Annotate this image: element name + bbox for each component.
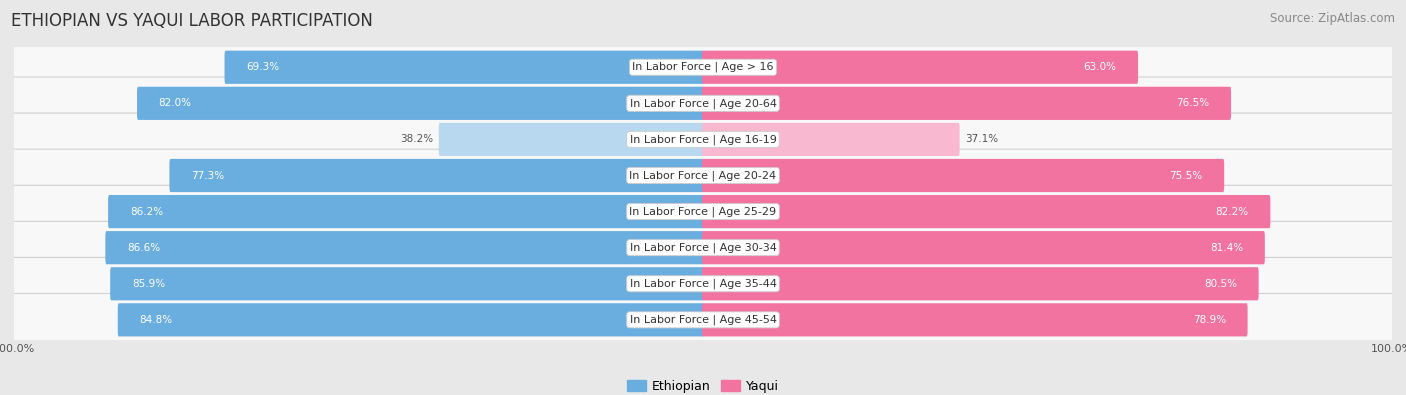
FancyBboxPatch shape <box>702 231 1265 264</box>
FancyBboxPatch shape <box>13 77 1393 130</box>
Text: 63.0%: 63.0% <box>1084 62 1116 72</box>
Text: 86.2%: 86.2% <box>129 207 163 216</box>
Text: In Labor Force | Age 16-19: In Labor Force | Age 16-19 <box>630 134 776 145</box>
FancyBboxPatch shape <box>13 293 1393 346</box>
Text: 78.9%: 78.9% <box>1192 315 1226 325</box>
Text: 86.6%: 86.6% <box>127 243 160 253</box>
Text: 77.3%: 77.3% <box>191 171 224 181</box>
FancyBboxPatch shape <box>702 303 1247 337</box>
Text: 82.2%: 82.2% <box>1216 207 1249 216</box>
FancyBboxPatch shape <box>13 149 1393 202</box>
Text: In Labor Force | Age 45-54: In Labor Force | Age 45-54 <box>630 314 776 325</box>
Text: 76.5%: 76.5% <box>1177 98 1209 108</box>
Text: 75.5%: 75.5% <box>1170 171 1202 181</box>
FancyBboxPatch shape <box>118 303 704 337</box>
Text: In Labor Force | Age 35-44: In Labor Force | Age 35-44 <box>630 278 776 289</box>
FancyBboxPatch shape <box>439 123 704 156</box>
FancyBboxPatch shape <box>225 51 704 84</box>
FancyBboxPatch shape <box>105 231 704 264</box>
Text: 38.2%: 38.2% <box>399 134 433 145</box>
Text: 82.0%: 82.0% <box>159 98 191 108</box>
Text: In Labor Force | Age 20-24: In Labor Force | Age 20-24 <box>630 170 776 181</box>
Text: Source: ZipAtlas.com: Source: ZipAtlas.com <box>1270 12 1395 25</box>
Text: 81.4%: 81.4% <box>1211 243 1243 253</box>
Text: 80.5%: 80.5% <box>1204 279 1237 289</box>
FancyBboxPatch shape <box>702 195 1271 228</box>
Text: ETHIOPIAN VS YAQUI LABOR PARTICIPATION: ETHIOPIAN VS YAQUI LABOR PARTICIPATION <box>11 12 373 30</box>
FancyBboxPatch shape <box>702 159 1225 192</box>
FancyBboxPatch shape <box>169 159 704 192</box>
Text: In Labor Force | Age > 16: In Labor Force | Age > 16 <box>633 62 773 73</box>
FancyBboxPatch shape <box>108 195 704 228</box>
Text: 85.9%: 85.9% <box>132 279 165 289</box>
FancyBboxPatch shape <box>13 221 1393 274</box>
Legend: Ethiopian, Yaqui: Ethiopian, Yaqui <box>621 375 785 395</box>
FancyBboxPatch shape <box>702 51 1137 84</box>
FancyBboxPatch shape <box>702 123 960 156</box>
FancyBboxPatch shape <box>13 258 1393 310</box>
FancyBboxPatch shape <box>136 87 704 120</box>
FancyBboxPatch shape <box>13 41 1393 94</box>
FancyBboxPatch shape <box>702 267 1258 300</box>
Text: 69.3%: 69.3% <box>246 62 280 72</box>
Text: In Labor Force | Age 20-64: In Labor Force | Age 20-64 <box>630 98 776 109</box>
Text: In Labor Force | Age 30-34: In Labor Force | Age 30-34 <box>630 243 776 253</box>
FancyBboxPatch shape <box>13 113 1393 166</box>
FancyBboxPatch shape <box>110 267 704 300</box>
Text: In Labor Force | Age 25-29: In Labor Force | Age 25-29 <box>630 206 776 217</box>
Text: 84.8%: 84.8% <box>139 315 173 325</box>
FancyBboxPatch shape <box>702 87 1232 120</box>
FancyBboxPatch shape <box>13 185 1393 238</box>
Text: 37.1%: 37.1% <box>966 134 998 145</box>
